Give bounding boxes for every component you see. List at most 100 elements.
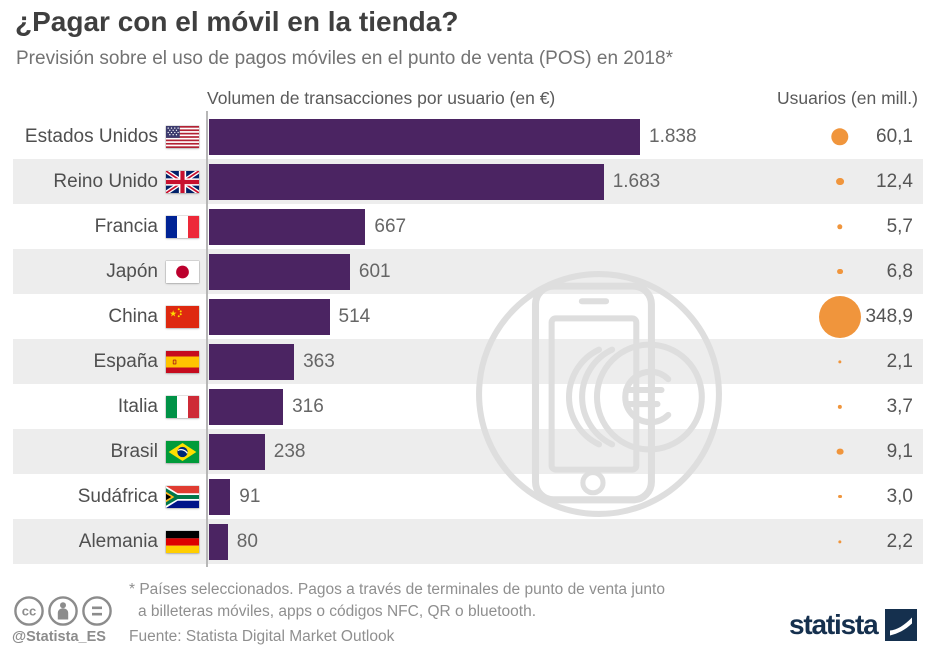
users-cell: 3,0: [773, 474, 923, 519]
flag-us-icon: [166, 125, 199, 148]
country-cell: Italia: [13, 395, 199, 418]
volume-value: 667: [374, 215, 407, 237]
country-cell: Reino Unido: [13, 170, 199, 193]
chart-row: Estados Unidos 1.838 60,1: [13, 114, 923, 159]
attribution-person-icon: [57, 602, 69, 620]
users-cell: 5,7: [773, 204, 923, 249]
flag-gb-icon: [166, 170, 199, 193]
users-bubble: [837, 268, 843, 275]
bar-cell: 667: [199, 208, 923, 245]
volume-bar: [209, 478, 231, 515]
users-value: 348,9: [865, 305, 913, 327]
users-bubble: [837, 223, 843, 230]
volume-bar: [209, 208, 366, 245]
volume-value: 514: [338, 305, 371, 327]
flag-br-icon: [166, 440, 199, 463]
bar-cell: 1.838: [199, 118, 923, 155]
users-bubble: [838, 494, 842, 499]
flag-de-icon: [166, 530, 199, 553]
twitter-handle[interactable]: @Statista_ES: [12, 629, 106, 645]
cc-icon: [14, 596, 112, 626]
country-label: Francia: [94, 215, 158, 237]
country-label: Estados Unidos: [24, 125, 158, 147]
volume-value: 91: [239, 485, 261, 507]
page-title: ¿Pagar con el móvil en la tienda?: [15, 6, 459, 37]
country-label: Italia: [117, 395, 158, 417]
chart-rows: Estados Unidos 1.838 60,1 Reino Unido 1.683 1…: [13, 111, 923, 567]
users-bubble: [819, 295, 861, 338]
volume-value: 363: [303, 350, 335, 372]
users-value: 2,1: [886, 350, 913, 372]
users-cell: 12,4: [773, 159, 923, 204]
country-label: China: [108, 305, 158, 327]
volume-value: 80: [236, 530, 258, 552]
source-text: Fuente: Statista Digital Market Outlook: [129, 628, 395, 645]
country-cell: Estados Unidos: [13, 125, 199, 148]
users-bubble: [838, 539, 842, 544]
equal-sign-icon: [92, 606, 102, 616]
volume-bar: [209, 298, 330, 335]
users-value: 60,1: [876, 125, 913, 147]
country-cell: España: [13, 350, 199, 373]
users-value: 2,2: [886, 530, 913, 552]
bar-cell: 514: [199, 298, 923, 335]
volume-bar: [209, 118, 640, 155]
flag-jp-icon: [166, 260, 199, 283]
chart-row: España 363 2,1: [13, 339, 923, 384]
country-label: Reino Unido: [53, 170, 158, 192]
chart-row: China 514 348,9: [13, 294, 923, 339]
country-cell: Alemania: [13, 530, 199, 553]
volume-bar: [209, 433, 265, 470]
volume-bar: [209, 163, 604, 200]
users-cell: 2,1: [773, 339, 923, 384]
users-cell: 9,1: [773, 429, 923, 474]
users-cell: 2,2: [773, 519, 923, 564]
chart-row: Reino Unido 1.683 12,4: [13, 159, 923, 204]
users-cell: 348,9: [773, 294, 923, 339]
flag-za-icon: [166, 485, 199, 508]
users-cell: 3,7: [773, 384, 923, 429]
users-value: 12,4: [876, 170, 913, 192]
chart-row: Japón 601 6,8: [13, 249, 923, 294]
statista-logo[interactable]: statista: [789, 609, 918, 641]
country-label: Japón: [106, 260, 158, 282]
volume-bar: [209, 523, 228, 560]
users-bubble: [831, 127, 849, 146]
volume-value: 1.683: [612, 170, 661, 192]
users-bubble: [838, 359, 842, 364]
bar-cell: 601: [199, 253, 923, 290]
users-cell: 60,1: [773, 114, 923, 159]
country-cell: Brasil: [13, 440, 199, 463]
bar-cell: 363: [199, 343, 923, 380]
users-value: 9,1: [886, 440, 913, 462]
bar-cell: 1.683: [199, 163, 923, 200]
volume-bar: [209, 343, 295, 380]
chart-row: Sudáfrica 91 3,0: [13, 474, 923, 519]
country-label: Alemania: [78, 530, 158, 552]
volume-value: 316: [292, 395, 324, 417]
country-label: Sudáfrica: [77, 485, 158, 507]
country-cell: Francia: [13, 215, 199, 238]
cc-license-badges[interactable]: cc: [13, 594, 113, 633]
flag-it-icon: [166, 395, 199, 418]
users-bubble: [836, 448, 844, 455]
country-cell: China: [13, 305, 199, 328]
chart-row: Brasil 238 9,1: [13, 429, 923, 474]
users-value: 3,7: [886, 395, 913, 417]
country-cell: Sudáfrica: [13, 485, 199, 508]
volume-value: 1.838: [649, 125, 697, 147]
bar-cell: 80: [199, 523, 923, 560]
statista-logo-mark-icon: [885, 609, 918, 641]
volume-bar: [209, 388, 284, 425]
country-label: España: [93, 350, 158, 372]
statista-logo-text: statista: [789, 609, 879, 640]
volume-value: 601: [358, 260, 391, 282]
flag-es-icon: [166, 350, 199, 373]
bar-cell: 238: [199, 433, 923, 470]
bar-cell: 91: [199, 478, 923, 515]
country-cell: Japón: [13, 260, 199, 283]
flag-cn-icon: [166, 305, 199, 328]
users-value: 5,7: [886, 215, 913, 237]
country-label: Brasil: [110, 440, 158, 462]
